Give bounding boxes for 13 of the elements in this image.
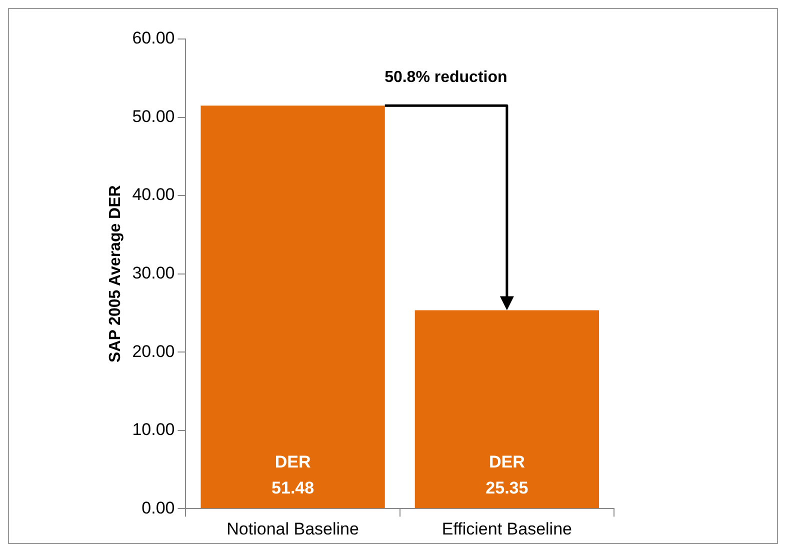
data-label: DER 25.35 — [486, 452, 528, 498]
y-tick-label: 30.00 — [132, 263, 175, 282]
annotation: 50.8% reduction — [384, 69, 508, 86]
y-tick-label: 20.00 — [132, 342, 175, 361]
y-tick-label: 40.00 — [132, 185, 175, 204]
y-tick-label: 50.00 — [132, 106, 175, 126]
y-tick-label: 60.00 — [132, 28, 175, 48]
x-tick-label: Notional Baseline — [226, 519, 359, 538]
data-label: DER 51.48 — [272, 452, 314, 498]
y-tick-label: 0.00 — [142, 498, 175, 518]
x-tick-label: Efficient Baseline — [442, 519, 572, 538]
y-axis-title: SAP 2005 Average DER — [107, 184, 124, 362]
y-tick-label: 10.00 — [132, 420, 175, 440]
